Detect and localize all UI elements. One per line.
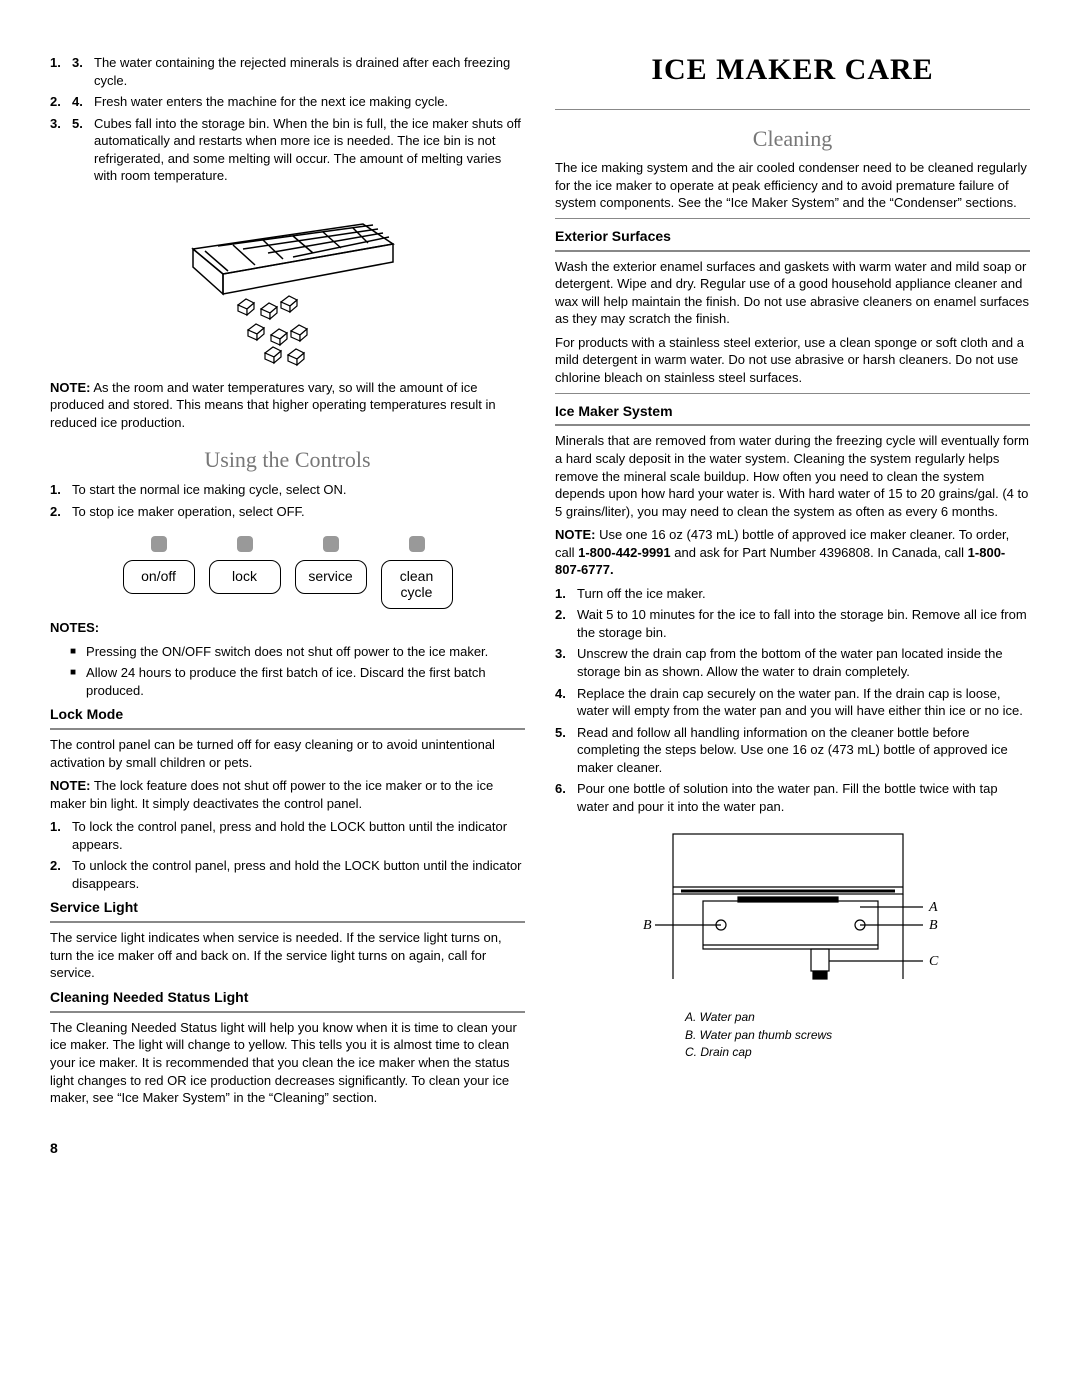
indicator-light [323,536,339,552]
list-item: Wait 5 to 10 minutes for the ice to fall… [555,606,1030,641]
controls-steps: To start the normal ice making cycle, se… [50,481,525,520]
list-item: To unlock the control panel, press and h… [50,857,525,892]
note-label: NOTE: [50,778,90,793]
note-text: The lock feature does not shut off power… [50,778,493,811]
system-p1: Minerals that are removed from water dur… [555,432,1030,520]
divider [555,109,1030,110]
list-item: Pour one bottle of solution into the wat… [555,780,1030,815]
divider [555,393,1030,394]
control-unit: lock [209,536,281,609]
list-item: To start the normal ice making cycle, se… [50,481,525,499]
label-c: C [929,954,939,969]
page-number: 8 [50,1139,1030,1158]
note-label: NOTE: [50,380,90,395]
list-item: 3.The water containing the rejected mine… [50,54,525,89]
heading-using-controls: Using the Controls [50,445,525,475]
heading-cleaning: Cleaning [555,124,1030,154]
control-unit: on/off [123,536,195,609]
heading-cleaning-needed: Cleaning Needed Status Light [50,988,525,1007]
list-item: To stop ice maker operation, select OFF. [50,503,525,521]
system-steps: Turn off the ice maker. Wait 5 to 10 minu… [555,585,1030,816]
lock-mode-steps: To lock the control panel, press and hol… [50,818,525,892]
control-unit: cleancycle [381,536,453,609]
ice-bin-illustration [163,199,413,369]
two-column-layout: 3.The water containing the rejected mine… [50,50,1030,1113]
control-button: on/off [123,560,195,593]
control-unit: service [295,536,367,609]
system-note: NOTE: Use one 16 oz (473 mL) bottle of a… [555,526,1030,579]
lock-mode-p1: The control panel can be turned off for … [50,736,525,771]
heading-service-light: Service Light [50,898,525,917]
control-panel-diagram: on/off lock service cleancycle [50,536,525,609]
left-column: 3.The water containing the rejected mine… [50,50,525,1113]
list-item: Pressing the ON/OFF switch does not shut… [70,643,525,661]
service-light-p: The service light indicates when service… [50,929,525,982]
control-button: lock [209,560,281,593]
list-item: 5.Cubes fall into the storage bin. When … [50,115,525,185]
exterior-p1: Wash the exterior enamel surfaces and ga… [555,258,1030,328]
lock-mode-note: NOTE: The lock feature does not shut off… [50,777,525,812]
heading-ice-maker-care: ICE MAKER CARE [555,50,1030,91]
divider [50,728,525,730]
exterior-p2: For products with a stainless steel exte… [555,334,1030,387]
divider [555,424,1030,426]
note-label: NOTE: [555,527,595,542]
label-b: B [929,918,938,933]
right-column: ICE MAKER CARE Cleaning The ice making s… [555,50,1030,1113]
control-button: service [295,560,367,593]
cleaning-needed-p: The Cleaning Needed Status light will he… [50,1019,525,1107]
indicator-light [237,536,253,552]
list-item: Read and follow all handling information… [555,724,1030,777]
cleaning-intro: The ice making system and the air cooled… [555,159,1030,212]
note-text: As the room and water temperatures vary,… [50,380,496,430]
divider [555,250,1030,252]
divider [555,218,1030,219]
water-pan-diagram: A B B C [613,829,973,999]
list-item: To lock the control panel, press and hol… [50,818,525,853]
notes-bullets: Pressing the ON/OFF switch does not shut… [50,643,525,700]
divider [50,921,525,923]
note-temperature: NOTE: As the room and water temperatures… [50,379,525,432]
label-a: A [928,900,938,915]
heading-exterior-surfaces: Exterior Surfaces [555,227,1030,246]
caption-b: B. Water pan thumb screws [685,1027,1030,1043]
list-item: Allow 24 hours to produce the first batc… [70,664,525,699]
list-item: Turn off the ice maker. [555,585,1030,603]
indicator-light [151,536,167,552]
list-item: Replace the drain cap securely on the wa… [555,685,1030,720]
list-item: 4.Fresh water enters the machine for the… [50,93,525,111]
indicator-light [409,536,425,552]
list-item: Unscrew the drain cap from the bottom of… [555,645,1030,680]
process-list-continued: 3.The water containing the rejected mine… [50,54,525,185]
caption-a: A. Water pan [685,1009,1030,1025]
label-b: B [643,918,652,933]
heading-ice-maker-system: Ice Maker System [555,402,1030,421]
notes-label: NOTES: [50,620,99,635]
phone-1: 1-800-442-9991 [578,545,671,560]
divider [50,1011,525,1013]
heading-lock-mode: Lock Mode [50,705,525,724]
caption-c: C. Drain cap [685,1044,1030,1060]
diagram-caption: A. Water pan B. Water pan thumb screws C… [685,1009,1030,1060]
control-button: cleancycle [381,560,453,609]
